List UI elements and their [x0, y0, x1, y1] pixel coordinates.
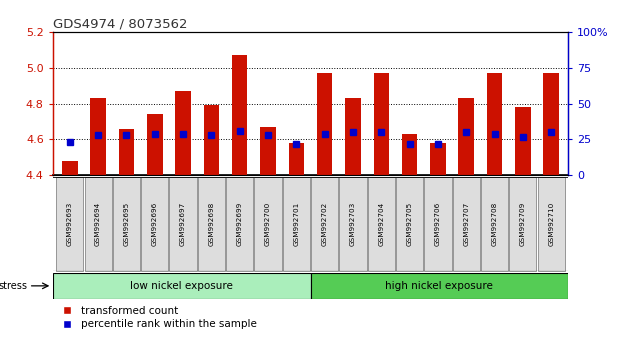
Bar [311, 177, 338, 271]
Bar [119, 129, 134, 175]
Bar [402, 134, 417, 175]
Text: GSM992708: GSM992708 [492, 202, 497, 246]
Bar [283, 177, 310, 271]
Text: GSM992702: GSM992702 [322, 202, 328, 246]
Bar [197, 177, 225, 271]
Legend: transformed count, percentile rank within the sample: transformed count, percentile rank withi… [56, 306, 257, 329]
Bar [113, 177, 140, 271]
Bar [141, 177, 168, 271]
Bar [373, 73, 389, 175]
Bar [424, 177, 451, 271]
Bar [396, 177, 424, 271]
Text: GSM992697: GSM992697 [180, 202, 186, 246]
Bar [90, 98, 106, 175]
Bar [487, 73, 502, 175]
Text: stress: stress [0, 281, 27, 291]
Bar [345, 98, 361, 175]
Bar [543, 73, 559, 175]
Bar [84, 177, 112, 271]
Text: GSM992694: GSM992694 [95, 202, 101, 246]
Text: GSM992698: GSM992698 [209, 202, 214, 246]
Bar [458, 98, 474, 175]
Text: GSM992693: GSM992693 [67, 202, 73, 246]
Bar [509, 177, 537, 271]
Text: GSM992699: GSM992699 [237, 202, 243, 246]
Bar [340, 177, 366, 271]
Bar [430, 143, 446, 175]
Bar [147, 114, 163, 175]
Bar [170, 177, 197, 271]
Text: GSM992706: GSM992706 [435, 202, 441, 246]
Bar [317, 73, 332, 175]
Bar [53, 273, 310, 299]
Text: GSM992700: GSM992700 [265, 202, 271, 246]
Text: high nickel exposure: high nickel exposure [386, 281, 493, 291]
Text: low nickel exposure: low nickel exposure [130, 281, 233, 291]
Text: GSM992705: GSM992705 [407, 202, 412, 246]
Text: GDS4974 / 8073562: GDS4974 / 8073562 [53, 18, 188, 31]
Bar [56, 177, 83, 271]
Bar [232, 55, 248, 175]
Text: GSM992695: GSM992695 [124, 202, 129, 246]
Text: GSM992709: GSM992709 [520, 202, 526, 246]
Text: GSM992703: GSM992703 [350, 202, 356, 246]
Bar [204, 105, 219, 175]
Bar [62, 161, 78, 175]
Bar [310, 273, 568, 299]
Bar [175, 91, 191, 175]
Bar [260, 127, 276, 175]
Bar [453, 177, 480, 271]
Text: GSM992707: GSM992707 [463, 202, 469, 246]
Text: GSM992701: GSM992701 [293, 202, 299, 246]
Text: GSM992696: GSM992696 [152, 202, 158, 246]
Text: GSM992704: GSM992704 [378, 202, 384, 246]
Bar [368, 177, 395, 271]
Bar [226, 177, 253, 271]
Bar [255, 177, 281, 271]
Text: GSM992710: GSM992710 [548, 202, 554, 246]
Bar [538, 177, 565, 271]
Bar [515, 107, 531, 175]
Bar [481, 177, 508, 271]
Bar [289, 143, 304, 175]
